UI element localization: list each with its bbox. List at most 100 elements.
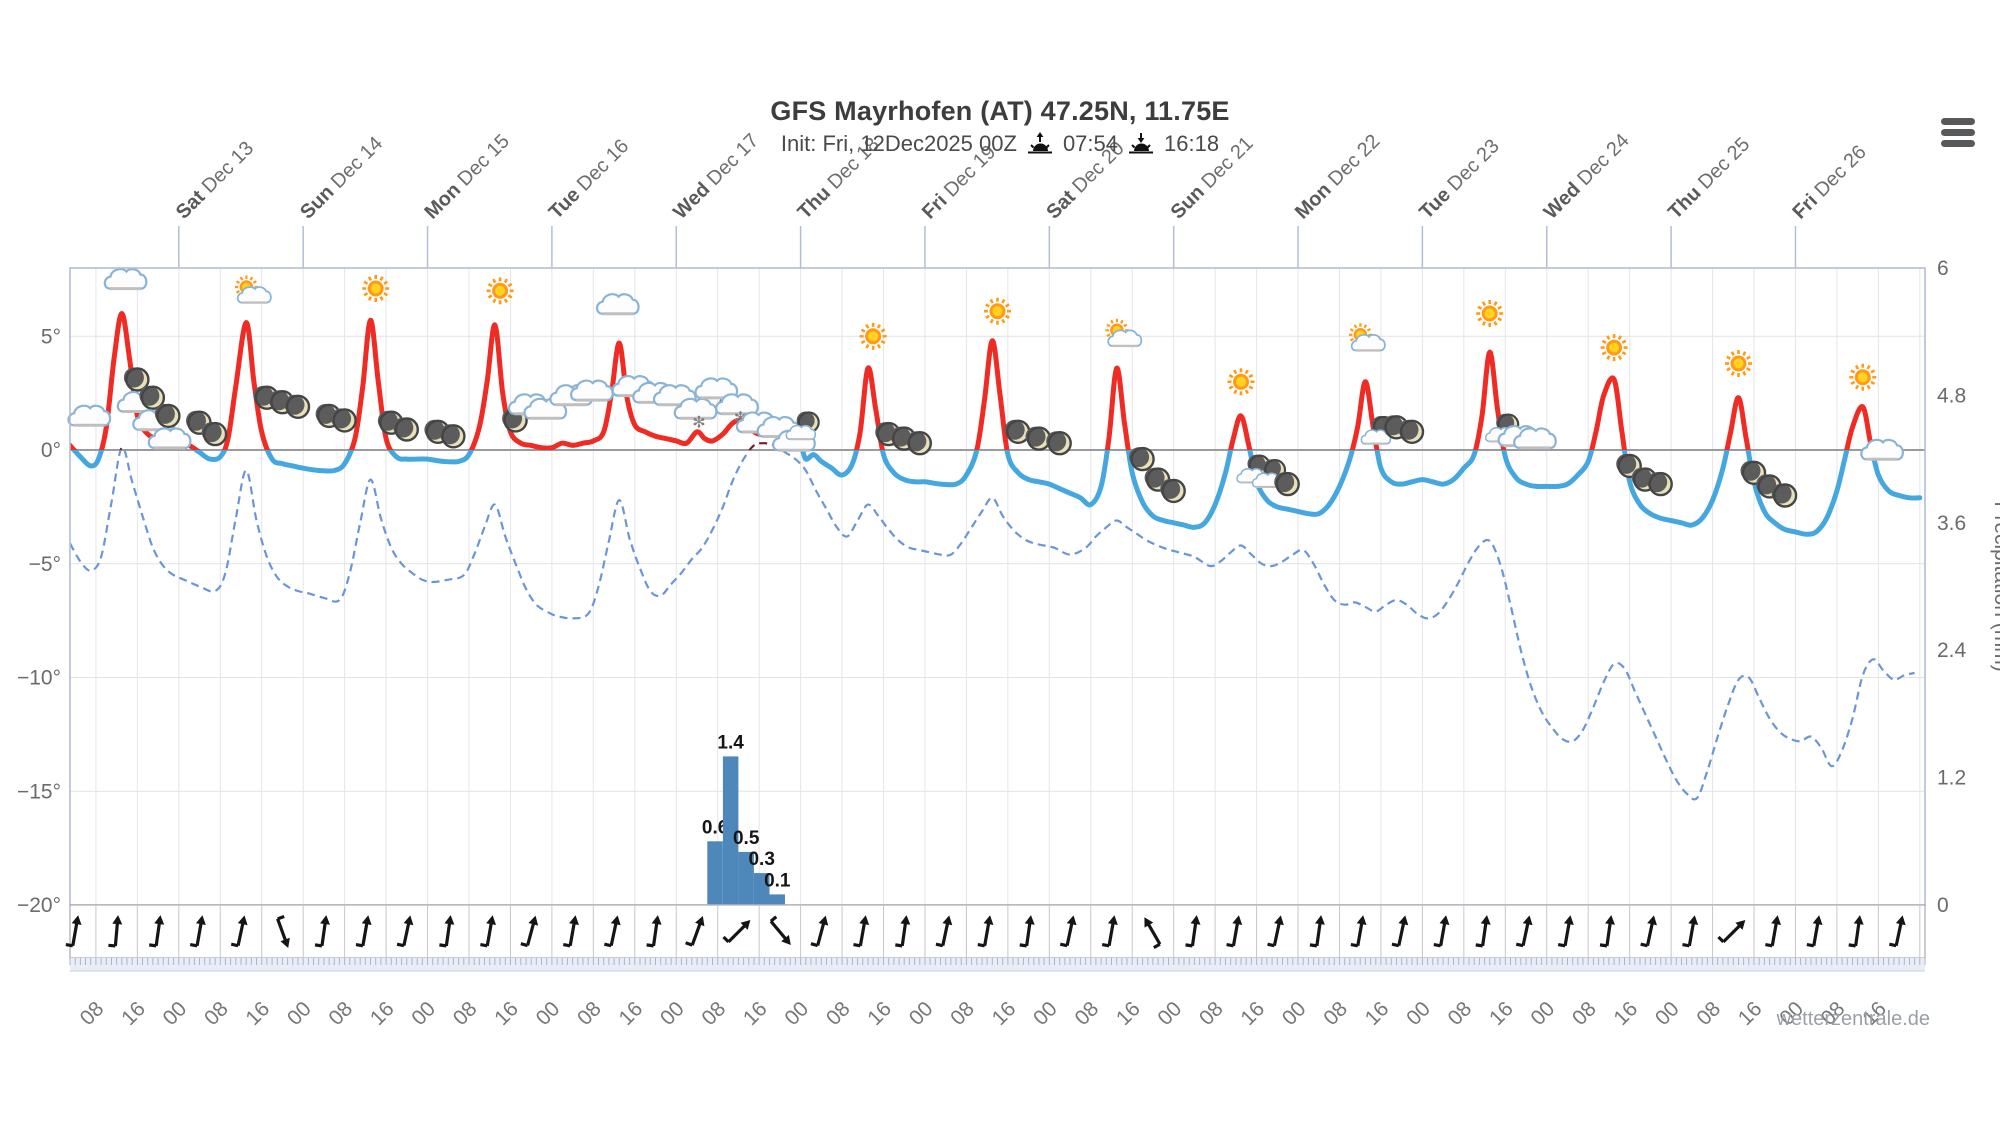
weather-icon-moon: [906, 431, 932, 456]
svg-text:08: 08: [76, 997, 109, 1030]
wind-arrow: [1185, 915, 1201, 948]
svg-text:16: 16: [241, 997, 274, 1030]
weather-icon-moon: [1046, 431, 1072, 456]
weather-icon-moon: [201, 421, 228, 447]
wind-arrow: [520, 915, 539, 948]
weather-icon-sun-cloud: [234, 275, 272, 304]
svg-text:0.1: 0.1: [764, 870, 791, 891]
wind-arrow: [685, 916, 705, 947]
weather-icon-sun-cloud: [1105, 318, 1143, 348]
weather-icons: ✻ ✻: [67, 268, 1904, 508]
svg-text:00: 00: [1153, 997, 1186, 1030]
weather-icon-sun: [1725, 350, 1752, 377]
svg-text:08: 08: [1071, 997, 1104, 1030]
svg-text:00: 00: [1651, 997, 1684, 1030]
weather-icon-sun: [859, 322, 887, 350]
weather-icon-moon: [139, 385, 166, 410]
svg-text:08: 08: [1319, 997, 1352, 1030]
wind-arrow: [1019, 915, 1035, 948]
wind-arrow: [148, 915, 165, 948]
wind-arrow: [935, 915, 953, 948]
wind-arrow: [1309, 915, 1325, 948]
wind-arrow: [189, 915, 206, 948]
svg-text:−10°: −10°: [17, 667, 61, 690]
wind-arrow: [1599, 915, 1615, 948]
svg-text:00: 00: [656, 997, 689, 1030]
weather-icon-sun-cloud: [1348, 323, 1386, 352]
svg-text:16: 16: [366, 997, 399, 1030]
weather-icon-cloud: [67, 404, 112, 427]
wind-arrow: [1059, 915, 1077, 948]
svg-text:Thu Dec 25: Thu Dec 25: [1664, 133, 1754, 223]
svg-text:16: 16: [490, 997, 523, 1030]
wind-arrow: [1717, 919, 1746, 944]
svg-text:16: 16: [615, 997, 648, 1030]
wind-arrow: [1267, 915, 1284, 948]
svg-text:Sat Dec 13: Sat Dec 13: [172, 137, 258, 223]
precip-axis-title: Precipitation (mm): [1990, 501, 2000, 671]
weather-icon-cloud: [103, 268, 148, 291]
hamburger-bar: [1941, 140, 1975, 147]
weather-icon-moon-cloud: [785, 411, 820, 441]
weather-icon-cloud: [147, 427, 192, 450]
svg-text:08: 08: [697, 997, 730, 1030]
weather-icon-moon: [1160, 478, 1186, 504]
svg-text:08: 08: [324, 997, 357, 1030]
svg-text:0: 0: [1937, 894, 1949, 917]
wind-arrow: [276, 914, 290, 948]
svg-text:Fri Dec 26: Fri Dec 26: [1788, 141, 1870, 223]
svg-text:−20°: −20°: [17, 894, 61, 917]
svg-text:1.2: 1.2: [1937, 767, 1966, 790]
weather-icon-sun: [486, 277, 514, 305]
temp-axis-labels: 5° 0° −5° −10° −15° −20°: [17, 325, 61, 917]
weather-icon-cloud: [1513, 427, 1557, 450]
wind-arrow: [1682, 915, 1699, 948]
svg-text:0°: 0°: [41, 439, 61, 462]
page-title: GFS Mayrhofen (AT) 47.25N, 11.75E: [770, 96, 1230, 126]
hamburger-menu-icon[interactable]: [1941, 118, 1975, 151]
sunrise-time: 07:54: [1062, 131, 1118, 156]
svg-text:Wed Dec 24: Wed Dec 24: [1540, 130, 1634, 224]
wind-arrow: [1144, 917, 1162, 950]
weather-icon-cloud: [595, 293, 640, 316]
svg-text:16: 16: [1236, 997, 1269, 1030]
wind-arrow: [1889, 915, 1906, 948]
sunrise-icon: [1027, 132, 1052, 154]
wind-arrow: [810, 915, 829, 948]
wind-arrow: [439, 915, 455, 948]
svg-text:08: 08: [573, 997, 606, 1030]
svg-text:16: 16: [739, 997, 772, 1030]
wind-arrow: [562, 915, 579, 948]
wind-arrow: [355, 915, 372, 948]
svg-text:0.6: 0.6: [702, 817, 728, 838]
svg-text:16: 16: [863, 997, 896, 1030]
weather-icon-moon: [1771, 483, 1798, 508]
svg-text:00: 00: [905, 997, 938, 1030]
svg-text:00: 00: [1526, 997, 1559, 1030]
svg-text:4.8: 4.8: [1937, 384, 1966, 407]
weather-icon-moon: [284, 394, 311, 419]
weather-icon-moon: [439, 424, 466, 449]
temperature-2m-line: [70, 310, 1923, 537]
weather-icon-moon: [331, 408, 357, 433]
weather-icon-moon: [1004, 419, 1031, 444]
wind-arrow: [1350, 915, 1367, 948]
init-subtitle: Init: Fri, 12Dec2025 00Z 07:54: [500, 131, 1500, 157]
wind-arrow: [1226, 915, 1243, 948]
svg-text:16: 16: [117, 997, 150, 1030]
svg-text:08: 08: [1692, 997, 1725, 1030]
weather-icon-sun: [984, 297, 1011, 325]
wind-arrow: [1848, 915, 1864, 948]
wind-arrow: [895, 915, 911, 948]
wind-strip: [65, 904, 1926, 959]
svg-text:08: 08: [946, 997, 979, 1030]
wind-arrow: [1515, 915, 1533, 948]
svg-text:16: 16: [1609, 997, 1642, 1030]
svg-text:3.6: 3.6: [1937, 512, 1966, 535]
svg-text:0.5: 0.5: [733, 828, 760, 849]
wind-arrow: [1765, 915, 1782, 948]
weather-icon-moon: [1740, 460, 1767, 485]
weather-icon-moon: [1398, 419, 1425, 444]
